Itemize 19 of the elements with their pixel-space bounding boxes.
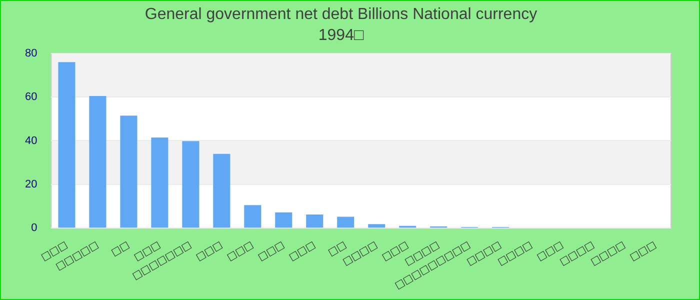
bar xyxy=(120,116,138,228)
bar xyxy=(244,205,262,228)
bar xyxy=(275,212,292,228)
bar xyxy=(306,214,324,228)
bar xyxy=(58,62,76,228)
bar xyxy=(182,141,200,228)
y-tick-label: 80 xyxy=(24,47,38,60)
chart-subtitle: 1994□ xyxy=(318,27,364,44)
y-tick-label: 0 xyxy=(31,222,38,234)
bar xyxy=(151,137,168,228)
y-tick-label: 60 xyxy=(24,91,38,104)
y-tick-label: 20 xyxy=(24,178,38,190)
x-tick-label: □□ xyxy=(110,240,132,259)
y-tick-label: 40 xyxy=(24,134,38,147)
chart-title: General government net debt Billions National currency xyxy=(144,6,538,24)
bar xyxy=(337,216,354,228)
bar xyxy=(368,224,386,228)
bar xyxy=(89,96,106,228)
bar xyxy=(213,154,230,228)
